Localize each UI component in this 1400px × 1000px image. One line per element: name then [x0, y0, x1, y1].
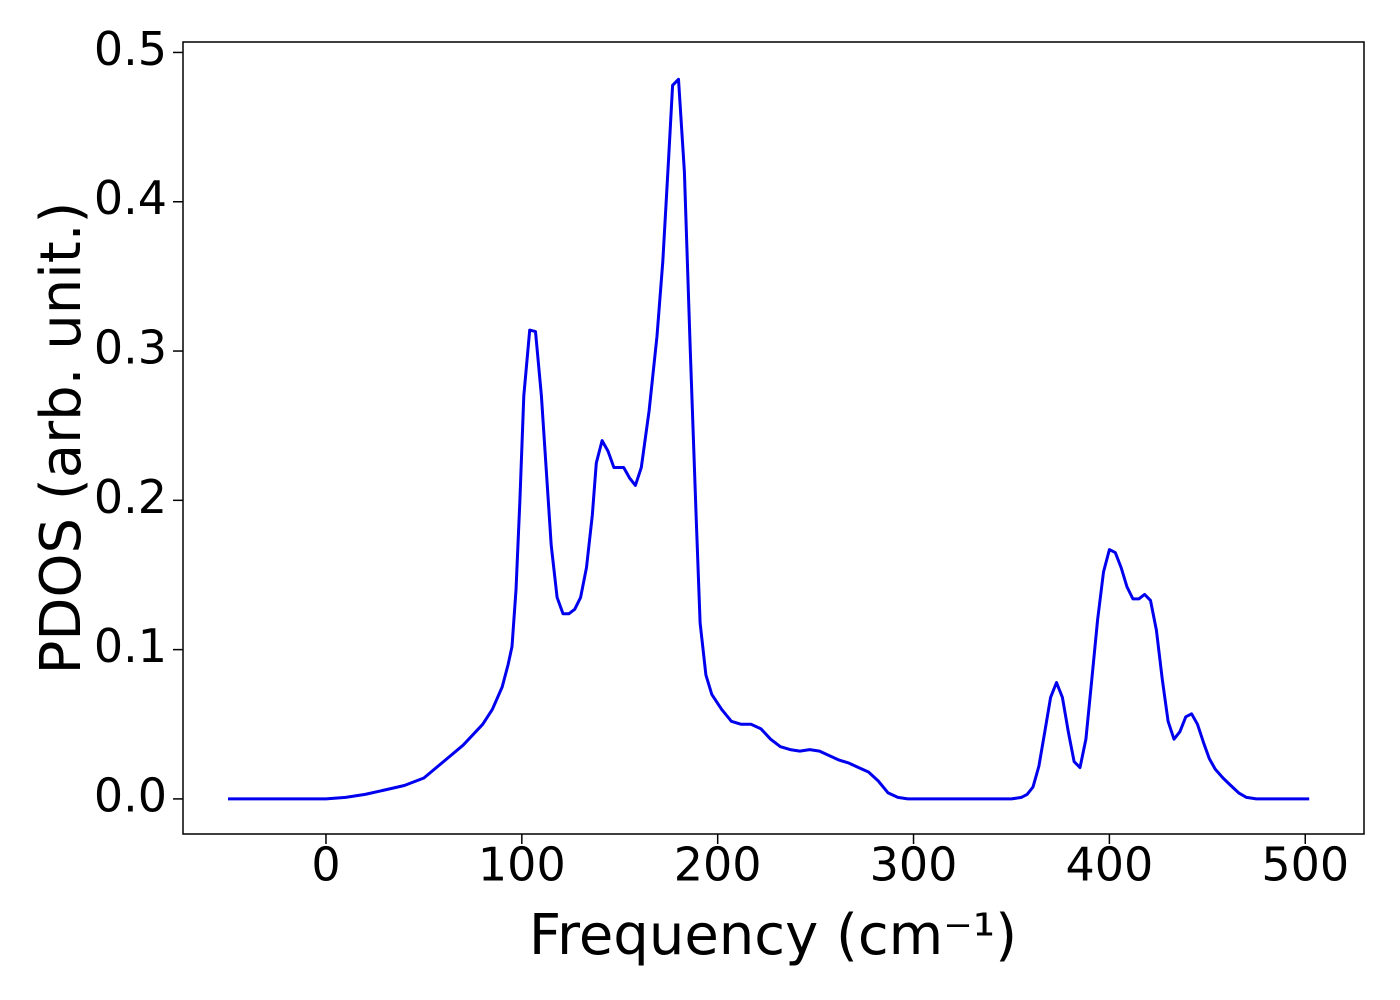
plot-frame — [182, 41, 1365, 835]
y-tick-label: 0.0 — [94, 768, 167, 822]
y-axis-label: PDOS (arb. unit.) — [29, 202, 94, 675]
line — [228, 77, 1310, 801]
y-tick-label: 0.4 — [94, 171, 167, 225]
y-tick-label: 0.5 — [94, 22, 167, 76]
x-tick-label: 300 — [870, 838, 958, 892]
x-tick-label: 100 — [478, 838, 566, 892]
x-tick-label: 0 — [311, 838, 340, 892]
x-tick-label: 500 — [1261, 838, 1349, 892]
x-tick-label: 200 — [674, 838, 762, 892]
x-axis-label: Frequency (cm⁻¹) — [529, 903, 1017, 968]
x-tick-label: 400 — [1065, 838, 1153, 892]
y-tick-label: 0.2 — [94, 470, 167, 524]
y-tick-label: 0.3 — [94, 321, 167, 375]
y-tick-label: 0.1 — [94, 619, 167, 673]
